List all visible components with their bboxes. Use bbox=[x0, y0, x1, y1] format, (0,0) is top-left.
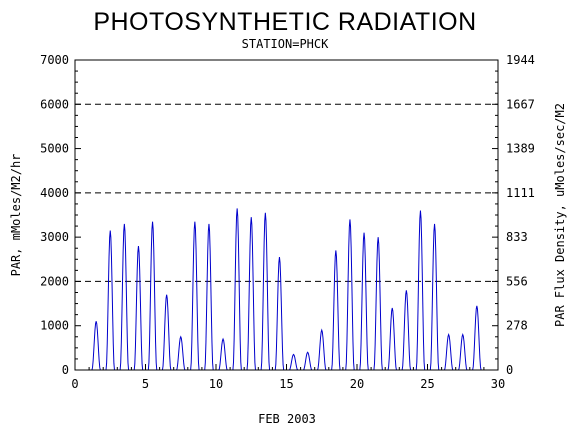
left-y-tick-label: 5000 bbox=[40, 142, 69, 156]
right-y-tick-label: 1944 bbox=[506, 53, 535, 67]
plot-frame bbox=[74, 59, 499, 371]
x-tick-labels: 0 5 10 15 20 25 30 bbox=[71, 377, 505, 391]
right-y-tick-label: 1111 bbox=[506, 186, 535, 200]
left-y-tick-label: 4000 bbox=[40, 186, 69, 200]
chart-subtitle: STATION=PHCK bbox=[242, 37, 329, 51]
x-axis-label: FEB 2003 bbox=[258, 412, 316, 426]
right-y-tick-labels: 0 278 556 833 1111 1389 1667 1944 bbox=[506, 53, 535, 377]
x-tick-label: 0 bbox=[71, 377, 78, 391]
right-y-tick-label: 833 bbox=[506, 230, 528, 244]
left-y-tick-label: 3000 bbox=[40, 230, 69, 244]
left-y-axis-label: PAR, mMoles/M2/hr bbox=[9, 154, 23, 277]
left-y-tick-label: 1000 bbox=[40, 319, 69, 333]
left-y-tick-label: 2000 bbox=[40, 274, 69, 288]
x-tick-label: 15 bbox=[279, 377, 293, 391]
right-y-tick-label: 278 bbox=[506, 319, 528, 333]
right-y-axis-label: PAR Flux Density, uMoles/sec/M2 bbox=[553, 103, 567, 327]
par-series-line bbox=[89, 208, 484, 371]
grid-lines bbox=[75, 103, 498, 282]
right-y-tick-label: 1389 bbox=[506, 142, 535, 156]
left-y-tick-label: 0 bbox=[62, 363, 69, 377]
right-y-tick-label: 0 bbox=[506, 363, 513, 377]
x-tick-label: 5 bbox=[142, 377, 149, 391]
left-y-tick-labels: 0 1000 2000 3000 4000 5000 6000 7000 bbox=[40, 53, 69, 377]
right-y-tick-label: 556 bbox=[506, 274, 528, 288]
x-tick-label: 20 bbox=[350, 377, 364, 391]
chart-title: PHOTOSYNTHETIC RADIATION bbox=[93, 8, 476, 36]
axis-ticks bbox=[74, 59, 499, 371]
left-y-tick-label: 7000 bbox=[40, 53, 69, 67]
x-tick-label: 25 bbox=[420, 377, 434, 391]
x-tick-label: 10 bbox=[209, 377, 223, 391]
x-tick-label: 30 bbox=[491, 377, 505, 391]
left-y-tick-label: 6000 bbox=[40, 97, 69, 111]
right-y-tick-label: 1667 bbox=[506, 97, 535, 111]
